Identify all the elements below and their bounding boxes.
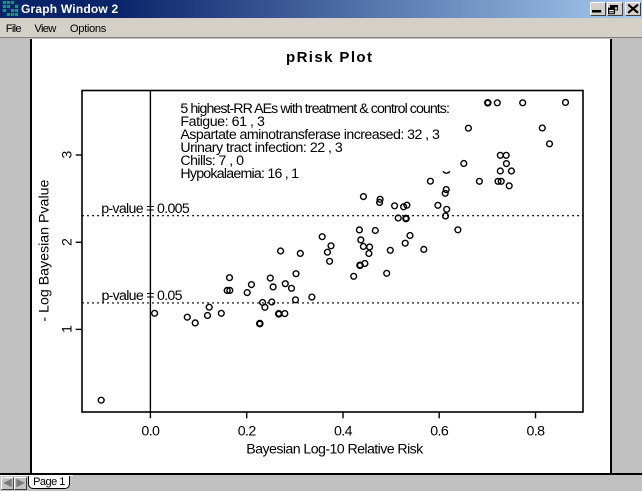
svg-text:p-value = 0.05: p-value = 0.05 xyxy=(102,288,183,304)
svg-text:Hypokalaemia: 16 , 1: Hypokalaemia: 16 , 1 xyxy=(180,166,299,182)
svg-text:1: 1 xyxy=(60,325,76,333)
svg-text:Aspartate aminotransferase inc: Aspartate aminotransferase increased: 32… xyxy=(180,127,440,143)
svg-text:- Log Bayesian Pvalue: - Log Bayesian Pvalue xyxy=(37,180,53,322)
svg-text:Fatigue: 61 , 3: Fatigue: 61 , 3 xyxy=(180,114,265,130)
svg-text:0.4: 0.4 xyxy=(334,424,353,440)
svg-text:0.8: 0.8 xyxy=(527,424,546,440)
svg-text:0.2: 0.2 xyxy=(238,424,257,440)
svg-text:2: 2 xyxy=(60,238,76,246)
svg-text:3: 3 xyxy=(60,151,76,159)
svg-text:5 highest-RR AEs with treatmen: 5 highest-RR AEs with treatment & contro… xyxy=(180,101,449,117)
svg-text:0.0: 0.0 xyxy=(141,424,160,440)
svg-text:Bayesian Log-10 Relative Risk: Bayesian Log-10 Relative Risk xyxy=(246,442,424,458)
svg-text:0.6: 0.6 xyxy=(430,424,449,440)
svg-text:pRisk Plot: pRisk Plot xyxy=(286,49,373,66)
svg-text:Chills: 7 , 0: Chills: 7 , 0 xyxy=(180,153,244,169)
svg-text:Urinary tract infection: 22 ,: Urinary tract infection: 22 , 3 xyxy=(180,140,343,156)
svg-text:p-value = 0.005: p-value = 0.005 xyxy=(101,201,190,217)
